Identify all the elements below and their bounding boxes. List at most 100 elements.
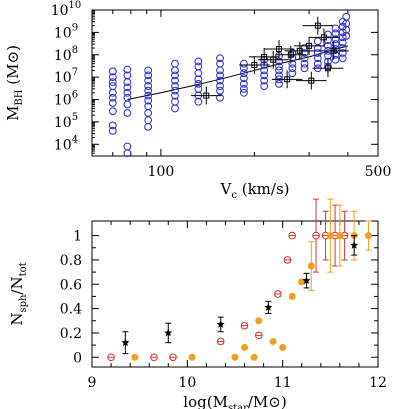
top-y-tick-label: 107: [54, 67, 78, 86]
top-data-point-circle: [338, 49, 347, 57]
bottom-axis-ticks: 9 10 11 12 0 0.2 0.4 0.6 0.8 1: [60, 221, 387, 391]
bottom-y-axis-label: Nsph/Ntot: [8, 262, 29, 325]
top-y-tick-label: 105: [54, 112, 78, 131]
top-x-tick-label: 500: [365, 164, 392, 180]
top-data-point-circle: [194, 84, 203, 93]
top-y-tick-label: 109: [54, 22, 78, 41]
bottom-data-point-filled-circle: [269, 337, 277, 345]
top-y-tick-exponent: 5: [72, 112, 78, 123]
top-data-point-circle: [108, 126, 117, 135]
top-data-point-circle: [144, 76, 153, 85]
top-data-point-circle: [239, 84, 248, 93]
top-data-point-circle: [144, 82, 153, 90]
top-y-tick-exponent: 9: [72, 22, 78, 33]
top-data-point-circle: [171, 66, 179, 75]
top-data-point-circle: [260, 66, 269, 75]
top-data-point-circle: [239, 79, 248, 88]
top-data-point-circle: [313, 44, 322, 52]
bottom-plot-frame: [91, 220, 379, 368]
top-data-point-circle: [123, 149, 132, 158]
bottom-data-point-filled-circle: [336, 232, 344, 240]
top-data-point-circle: [216, 76, 224, 85]
bottom-data-point-filled-circle: [231, 353, 239, 361]
top-data-point-circle: [331, 24, 340, 33]
bottom-y-tick-label: 0.8: [60, 253, 82, 269]
top-data-point-circle: [331, 40, 340, 48]
top-data-point-circle: [338, 38, 347, 47]
top-y-tick-label: 104: [54, 134, 78, 153]
top-data-point-circle: [260, 71, 269, 80]
top-data-point-circle: [313, 54, 322, 63]
top-data-point-circle: [275, 62, 283, 71]
top-data-point-circle: [288, 59, 297, 68]
top-data-point-circle: [338, 33, 347, 42]
top-data-point-circle: [123, 83, 132, 92]
bottom-x-tick-label: 9: [88, 375, 97, 391]
top-data-point-circle: [216, 82, 224, 90]
top-x-label-main: V: [220, 180, 233, 198]
top-data-point-square: [308, 77, 315, 84]
top-data-point-circle: [239, 69, 248, 78]
top-data-point-circle: [123, 65, 132, 74]
top-data-point-circle: [123, 100, 132, 109]
top-data-point-circle: [342, 12, 351, 21]
top-data-point-circle: [123, 142, 132, 151]
top-y-tick-label: 108: [54, 45, 78, 64]
top-y-tick-label: 106: [54, 90, 78, 109]
bottom-data-point-filled-circle: [279, 344, 287, 352]
top-x-axis-label: Vc (km/s): [220, 180, 290, 201]
top-data-point-square: [270, 56, 277, 63]
top-data-point-circle: [108, 73, 117, 82]
top-data-point-circle: [331, 50, 340, 59]
bottom-x-tick-label: 11: [274, 375, 292, 391]
top-x-tick-label: 100: [148, 164, 175, 180]
top-data-point-circle: [144, 96, 153, 105]
bottom-x-axis-label: log(Mstar/M⊙): [183, 393, 286, 409]
top-data-point-circle: [123, 109, 132, 117]
top-data-point-circle: [216, 93, 224, 102]
bottom-data-point-filled-circle: [307, 262, 315, 270]
bottom-x-label-main: log(M: [183, 393, 228, 409]
top-data-point-circle: [194, 69, 203, 78]
top-data-point-circle: [331, 35, 340, 44]
top-data-point-circle: [171, 59, 179, 68]
top-data-point-circle: [194, 79, 203, 88]
top-data-point-circle: [194, 57, 203, 66]
top-data-point-circle: [342, 31, 351, 40]
top-data-point-square: [296, 47, 303, 54]
top-data-point-circle: [275, 66, 283, 75]
top-data-point-circle: [331, 29, 340, 38]
top-y-label-main: M: [4, 106, 22, 121]
top-y-label-tail: (M⊙): [4, 45, 22, 89]
panel-bottom-nsph-ntot: 9 10 11 12 0 0.2 0.4 0.6 0.8 1 log(Mstar/M⊙) Nsph…: [8, 198, 387, 409]
top-data-point-circle: [331, 45, 340, 53]
top-data-point-circle: [313, 37, 322, 46]
top-y-axis-label: MBH (M⊙): [4, 45, 25, 121]
bottom-data-point-star: [216, 320, 225, 328]
top-data-point-circle: [108, 93, 117, 102]
top-data-point-square: [275, 46, 282, 53]
top-data-point-circle: [123, 88, 132, 97]
top-data-point-circle: [144, 109, 153, 117]
top-y-label-sub: BH: [14, 89, 25, 105]
top-data-point-circle: [108, 78, 117, 87]
top-x-label-tail: (km/s): [237, 180, 290, 198]
top-data-point-circle: [171, 71, 179, 80]
top-data-point-circle: [331, 55, 340, 64]
top-data-point-circle: [171, 104, 179, 113]
top-data-point-circle: [108, 67, 117, 76]
top-data-point-circle: [144, 116, 153, 125]
top-data-point-circle: [300, 64, 309, 73]
top-data-point-circle: [260, 76, 269, 85]
top-data-point-circle: [144, 91, 153, 100]
top-data-point-circle: [194, 75, 203, 84]
top-data-point-circle: [288, 64, 297, 73]
top-data-point-circle: [108, 82, 117, 90]
top-data-point-square: [203, 92, 210, 99]
bottom-y-tick-label: 0.2: [60, 326, 82, 342]
bottom-data-point-filled-circle: [255, 317, 263, 325]
bottom-y-tick-label: 0: [73, 350, 82, 366]
